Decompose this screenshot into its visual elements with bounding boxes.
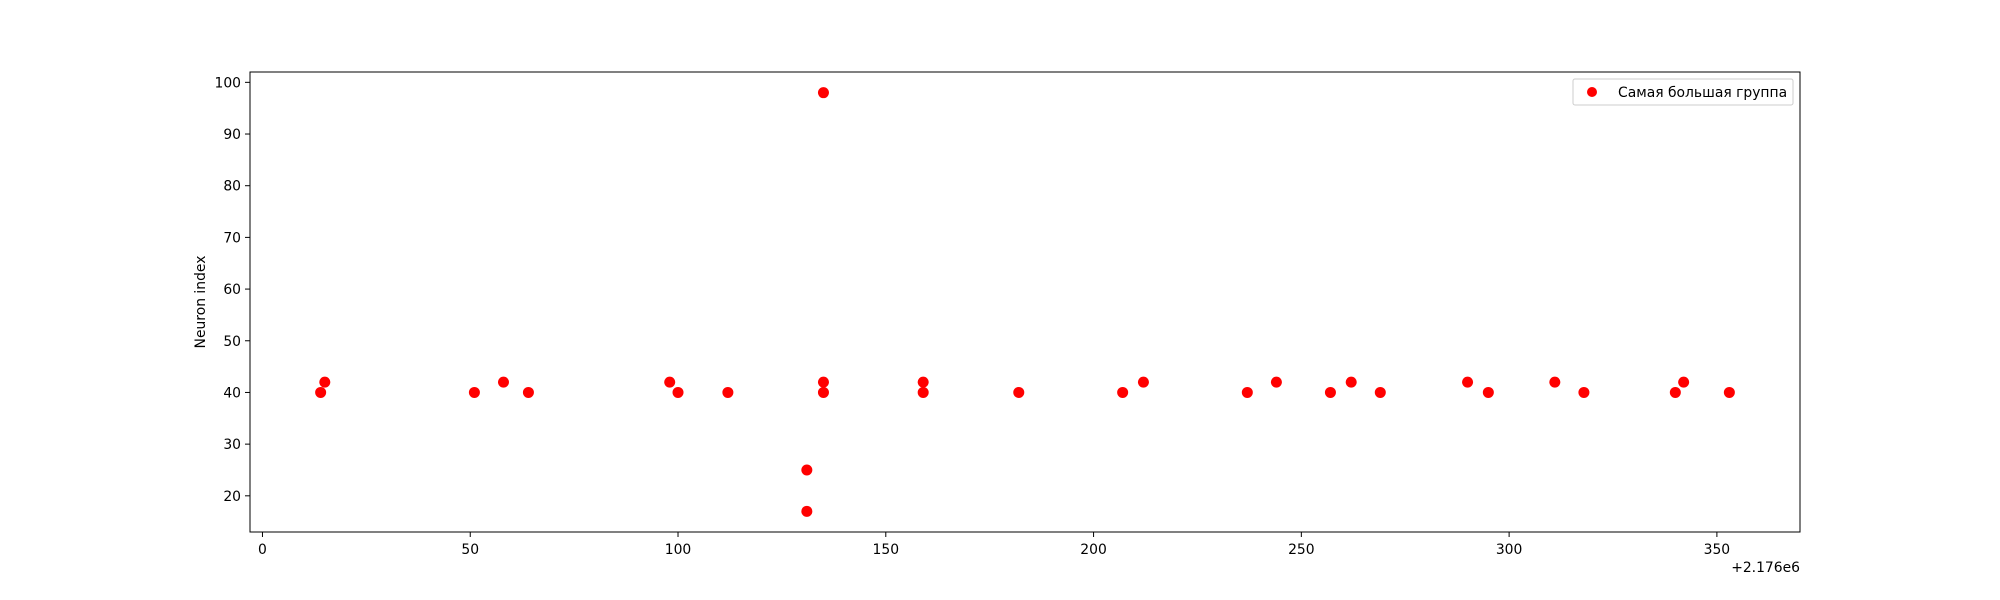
legend-marker [1587, 87, 1597, 97]
legend-label: Самая большая группа [1618, 85, 1787, 101]
data-point [1482, 386, 1494, 398]
data-point [468, 386, 480, 398]
y-axis-label: Neuron index [193, 256, 209, 349]
data-point [817, 376, 829, 388]
data-point [1462, 376, 1474, 388]
data-point [1241, 386, 1253, 398]
data-point [817, 87, 829, 99]
y-tick-label: 20 [223, 489, 241, 505]
data-point [1723, 386, 1735, 398]
legend[interactable]: Самая большая группа [1572, 78, 1794, 106]
data-point [672, 386, 684, 398]
data-point [497, 376, 509, 388]
y-tick-label: 70 [223, 230, 241, 246]
data-point [1013, 386, 1025, 398]
x-tick-label: 250 [1288, 542, 1315, 558]
y-axis: 20 30 40 50 60 70 80 90 100 [214, 75, 250, 505]
data-point [917, 376, 929, 388]
x-tick-label: 150 [873, 542, 900, 558]
data-point [1270, 376, 1282, 388]
data-point [1324, 386, 1336, 398]
data-point [315, 386, 327, 398]
x-tick-label: 350 [1704, 542, 1731, 558]
data-point [1345, 376, 1357, 388]
data-point [1117, 386, 1129, 398]
y-tick-label: 100 [214, 75, 241, 91]
data-point [801, 505, 813, 517]
data-point [1669, 386, 1681, 398]
x-axis-offset-label: +2.176e6 [1731, 560, 1800, 576]
x-axis: 0 50 100 150 200 250 300 350 [258, 532, 1730, 558]
y-tick-label: 60 [223, 282, 241, 298]
data-point [722, 386, 734, 398]
y-tick-label: 90 [223, 127, 241, 143]
data-point [319, 376, 331, 388]
data-point [1137, 376, 1149, 388]
data-point [664, 376, 676, 388]
data-points [315, 87, 1735, 517]
x-tick-label: 200 [1080, 542, 1107, 558]
data-point [522, 386, 534, 398]
x-tick-label: 0 [258, 542, 267, 558]
legend-box [1572, 78, 1794, 106]
data-point [1678, 376, 1690, 388]
x-tick-label: 300 [1496, 542, 1523, 558]
data-point [801, 464, 813, 476]
x-tick-label: 50 [461, 542, 479, 558]
data-point [917, 386, 929, 398]
data-point [1374, 386, 1386, 398]
y-tick-label: 40 [223, 385, 241, 401]
data-point [1549, 376, 1561, 388]
data-point [817, 386, 829, 398]
y-tick-label: 30 [223, 437, 241, 453]
y-tick-label: 80 [223, 179, 241, 195]
x-tick-label: 100 [665, 542, 692, 558]
plot-area [249, 71, 1801, 533]
y-tick-label: 50 [223, 334, 241, 350]
data-point [1578, 386, 1590, 398]
